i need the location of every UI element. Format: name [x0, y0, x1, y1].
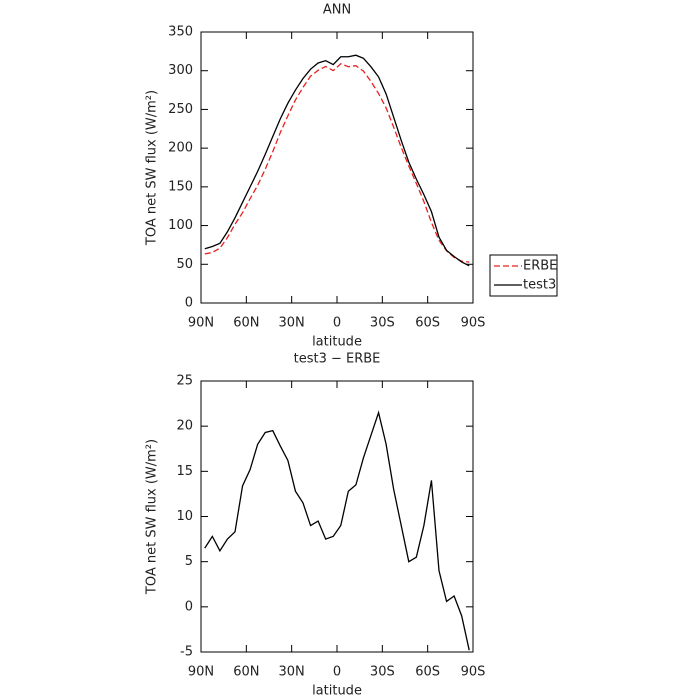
x-tick-label: 90S: [461, 316, 486, 331]
x-tick-label: 30S: [370, 665, 395, 680]
y-tick-label: 300: [168, 63, 193, 78]
x-tick-label: 90N: [188, 665, 214, 680]
y-tick-label: 0: [185, 599, 193, 614]
y-axis-label: TOA net SW flux (W/m²): [145, 90, 160, 246]
y-tick-label: 20: [176, 419, 193, 434]
legend-label: ERBE: [523, 259, 557, 274]
y-tick-label: 5: [185, 554, 193, 569]
y-tick-label: 0: [185, 296, 193, 311]
x-tick-label: 30N: [279, 316, 305, 331]
data-line: [204, 410, 470, 651]
y-tick-label: 10: [176, 509, 193, 524]
x-tick-label: 60S: [415, 665, 440, 680]
y-tick-label: 250: [168, 102, 193, 117]
y-tick-label: 25: [176, 374, 193, 389]
x-tick-label: 90N: [188, 316, 214, 331]
y-tick-label: 150: [168, 179, 193, 194]
data-line: [204, 62, 470, 263]
y-axis-label: TOA net SW flux (W/m²): [145, 439, 160, 595]
y-tick-label: 200: [168, 141, 193, 156]
y-tick-label: -5: [180, 645, 193, 660]
data-line: [204, 54, 470, 267]
x-tick-label: 0: [333, 665, 341, 680]
x-tick-label: 90S: [461, 665, 486, 680]
y-tick-label: 100: [168, 218, 193, 233]
legend-box: [489, 254, 558, 297]
plot-frame: [200, 31, 474, 304]
plot-frame: [200, 380, 474, 653]
x-tick-label: 60S: [415, 316, 440, 331]
y-tick-label: 50: [176, 257, 193, 272]
x-tick-label: 30N: [279, 665, 305, 680]
y-tick-label: 15: [176, 464, 193, 479]
legend-label: test3: [523, 278, 556, 293]
x-tick-label: 60N: [233, 665, 259, 680]
x-tick-label: 0: [333, 316, 341, 331]
x-tick-label: 60N: [233, 316, 259, 331]
y-tick-label: 350: [168, 25, 193, 40]
x-tick-label: 30S: [370, 316, 395, 331]
chart-title: test3 − ERBE: [294, 352, 381, 367]
x-axis-label: latitude: [312, 335, 362, 350]
chart-title: ANN: [323, 3, 351, 18]
x-axis-label: latitude: [312, 684, 362, 699]
